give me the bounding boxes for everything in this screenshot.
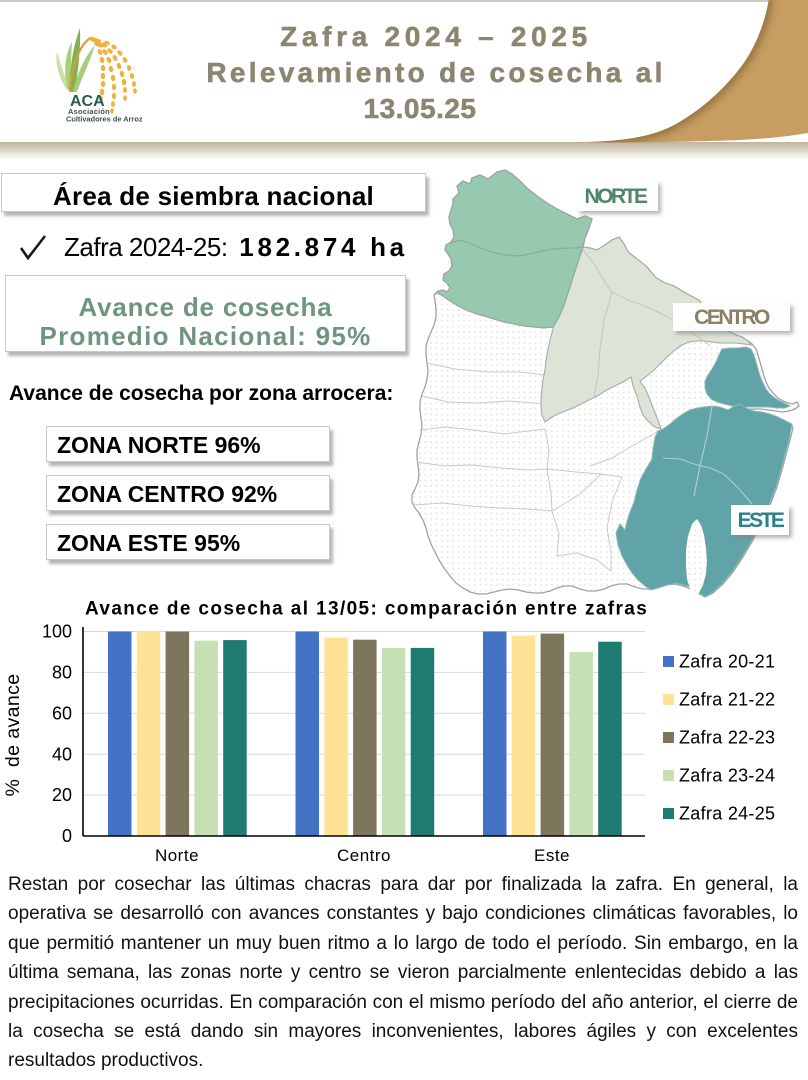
svg-text:Zafra 24-25: Zafra 24-25 (679, 804, 775, 824)
svg-text:Cultivadores de Arroz: Cultivadores de Arroz (66, 115, 143, 124)
svg-text:Zafra 20-21: Zafra 20-21 (679, 652, 775, 672)
svg-text:20: 20 (52, 785, 72, 805)
svg-text:Asociación: Asociación (68, 107, 110, 116)
svg-text:Zafra 21-22: Zafra 21-22 (679, 690, 775, 710)
svg-text:40: 40 (52, 744, 72, 764)
svg-text:80: 80 (52, 662, 72, 682)
svg-text:Zafra 23-24: Zafra 23-24 (679, 766, 775, 786)
svg-text:100: 100 (42, 622, 72, 642)
svg-text:Centro: Centro (337, 846, 391, 865)
svg-text:% de avance: % de avance (2, 674, 24, 797)
svg-text:Zafra 22-23: Zafra 22-23 (679, 728, 775, 748)
svg-text:0: 0 (62, 826, 72, 846)
svg-text:Avance de cosecha al 13/05: co: Avance de cosecha al 13/05: comparación … (85, 599, 648, 620)
svg-text:Este: Este (534, 846, 570, 865)
svg-text:NORTE: NORTE (585, 185, 648, 208)
svg-text:Norte: Norte (155, 846, 199, 865)
svg-text:CENTRO: CENTRO (694, 306, 770, 329)
svg-text:60: 60 (52, 703, 72, 723)
svg-text:ESTE: ESTE (738, 509, 785, 532)
svg-text:ACA: ACA (70, 93, 105, 110)
